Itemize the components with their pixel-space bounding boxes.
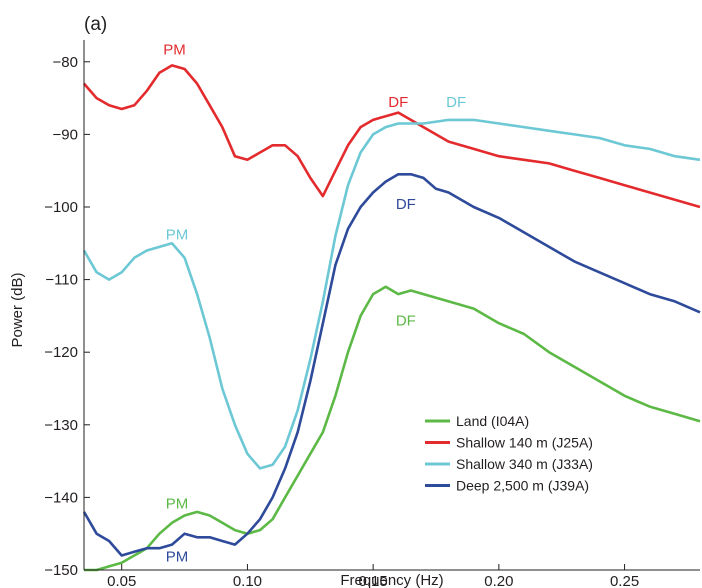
y-tick-label: −130 (44, 417, 78, 434)
x-tick-label: 0.15 (359, 573, 388, 588)
y-tick-label: −140 (44, 489, 78, 506)
y-axis-ticks: −150 −140 −130 −120 −110 −100 −90 −80 (44, 54, 90, 579)
series-line-deep-2-500-m-j39a (82, 173, 701, 557)
y-tick-label: −100 (44, 199, 78, 216)
annotation-df: DF (396, 196, 416, 213)
plot-series (82, 64, 701, 572)
x-tick-label: 0.25 (610, 573, 639, 588)
legend-label: Deep 2,500 m (J39A) (456, 478, 589, 494)
series-line-shallow-340-m-j33a (82, 118, 701, 470)
y-tick-label: −90 (53, 126, 78, 143)
x-tick-label: 0.20 (484, 573, 513, 588)
x-axis-label: Frequency (Hz) (340, 572, 443, 588)
y-tick-label: −150 (44, 562, 78, 579)
legend-label: Land (I04A) (456, 413, 529, 429)
y-tick-label: −110 (45, 272, 78, 289)
x-tick-label: 0.05 (107, 573, 136, 588)
peak-annotations: PM DF DF PM DF DF PM PM (163, 42, 466, 566)
x-tick-label: 0.10 (233, 573, 262, 588)
y-tick-label: −120 (44, 344, 78, 361)
annotation-pm: PM (163, 42, 186, 59)
series-line-land-i04a (84, 285, 701, 572)
annotation-pm: PM (166, 495, 189, 512)
legend-label: Shallow 140 m (J25A) (456, 435, 593, 451)
panel-label: (a) (84, 14, 107, 35)
legend-label: Shallow 340 m (J33A) (456, 456, 593, 472)
annotation-df: DF (388, 94, 408, 111)
y-axis-label: Power (dB) (9, 272, 26, 347)
x-axis-ticks: 0.05 0.10 0.15 0.20 0.25 (107, 564, 639, 588)
annotation-df: DF (446, 94, 466, 111)
legend: Land (I04A) Shallow 140 m (J25A) Shallow 3… (425, 413, 593, 494)
annotation-pm: PM (166, 227, 189, 244)
y-tick-label: −80 (53, 54, 78, 71)
series-line-shallow-140-m-j25a (83, 64, 701, 209)
annotation-pm: PM (166, 548, 189, 565)
annotation-df: DF (396, 312, 416, 329)
